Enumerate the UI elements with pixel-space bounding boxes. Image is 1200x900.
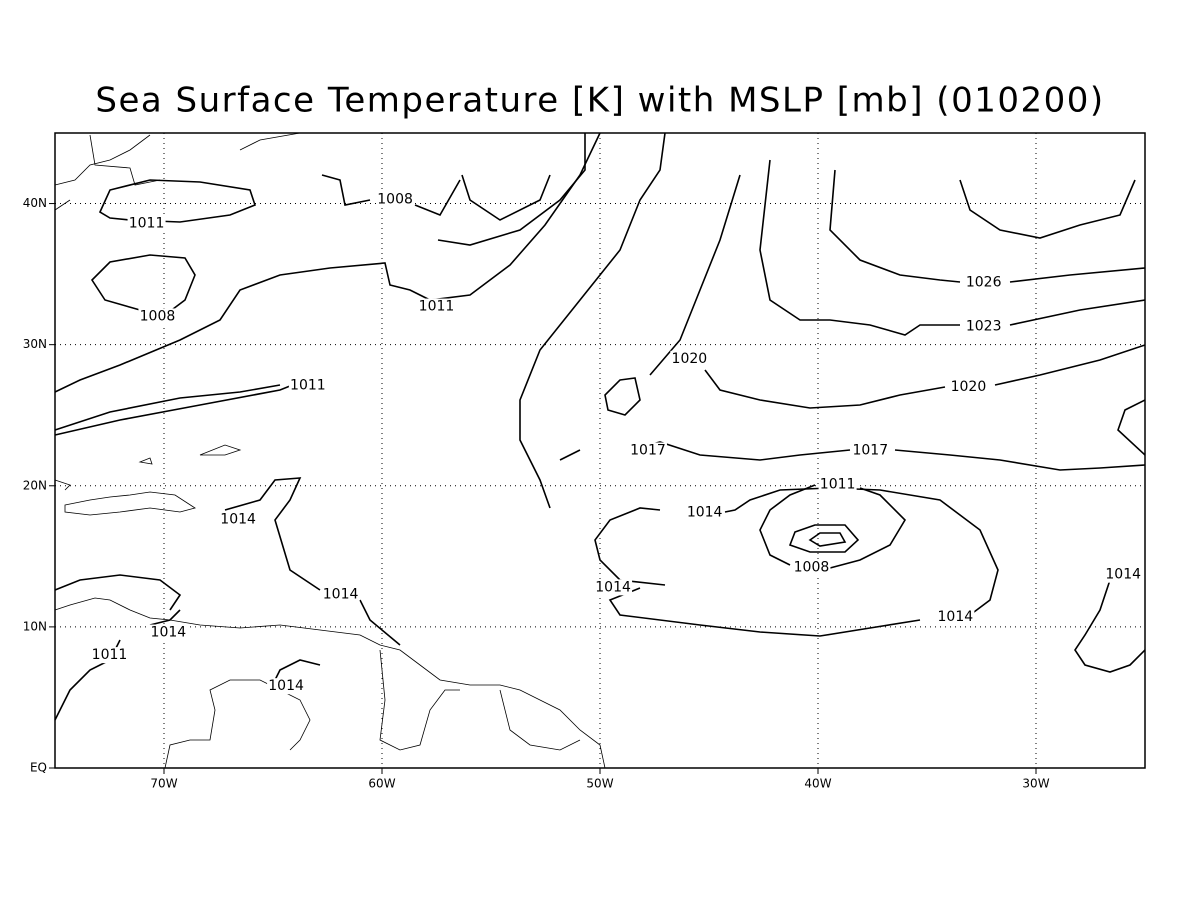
contour-label-bg	[670, 350, 709, 367]
contour-label: 1014	[220, 512, 256, 528]
isobar	[54, 381, 301, 436]
isobar	[829, 169, 1146, 283]
contour-label: 1011	[129, 215, 165, 231]
contour-label-bg	[321, 586, 360, 603]
contour-label: 1017	[630, 443, 666, 459]
contour-label-bg	[417, 298, 456, 315]
coastline	[64, 491, 196, 516]
contour-label-bg	[851, 442, 890, 459]
contour-label: 1011	[290, 378, 326, 394]
isobar	[788, 524, 860, 553]
isobars	[54, 132, 1146, 721]
y-tick-label: 30N	[23, 337, 47, 351]
isobar	[759, 484, 907, 569]
contour-label-bg	[594, 579, 633, 596]
y-tick-label: 40N	[23, 196, 47, 210]
contour-label: 1020	[672, 351, 708, 367]
contour-label: 1020	[951, 379, 987, 395]
contour-label: 1008	[377, 191, 413, 207]
contour-label: 1014	[323, 586, 359, 602]
contour-label-bg	[288, 377, 327, 394]
isobar	[98, 179, 256, 223]
contour-label-bg	[936, 609, 975, 626]
contour-label-bg	[267, 678, 306, 695]
contour-label-bg	[964, 274, 1003, 291]
y-tick-label: EQ	[30, 761, 47, 775]
contour-label-bg	[628, 442, 667, 459]
isobar	[90, 254, 196, 316]
isobar	[54, 384, 281, 431]
coastline	[54, 444, 242, 491]
contour-label: 1008	[140, 308, 176, 324]
isobar	[224, 477, 401, 646]
contour-label: 1014	[595, 579, 631, 595]
isobar	[321, 174, 461, 217]
isobar	[1074, 399, 1146, 673]
coastline	[54, 597, 606, 769]
x-tick-label: 70W	[150, 777, 177, 791]
contour-label-bg	[685, 504, 724, 521]
isobar	[808, 532, 847, 547]
contour-label: 1008	[794, 560, 830, 576]
contour-label-bg	[792, 559, 831, 576]
x-tick-label: 50W	[586, 777, 613, 791]
contour-label: 1014	[151, 625, 187, 641]
contour-label-bg	[376, 191, 415, 208]
contour-label: 1011	[419, 299, 455, 315]
contour-label: 1017	[852, 443, 888, 459]
contour-label-bg	[90, 647, 129, 664]
y-tick-label: 20N	[23, 478, 47, 492]
isobar	[649, 174, 1146, 409]
contour-label: 1014	[687, 505, 723, 521]
contour-label: 1014	[938, 609, 974, 625]
contour-label: 1011	[92, 647, 128, 663]
contour-label-bg	[127, 215, 166, 232]
contour-label: 1014	[1105, 567, 1141, 583]
contour-label-bg	[818, 476, 857, 493]
isobar	[759, 159, 1146, 336]
coastline	[54, 132, 301, 211]
isobar	[604, 377, 641, 416]
y-tick-label: 10N	[23, 619, 47, 633]
contour-label-bg	[1104, 566, 1143, 583]
coastline	[164, 649, 581, 769]
isobar	[959, 179, 1136, 239]
contour-label: 1011	[820, 476, 856, 492]
contour-label-bg	[949, 379, 988, 395]
x-tick-label: 60W	[368, 777, 395, 791]
contour-label: 1026	[966, 275, 1002, 291]
x-tick-label: 30W	[1022, 777, 1049, 791]
contour-label-bg	[149, 624, 188, 641]
map-title: Sea Surface Temperature [K] with MSLP [m…	[95, 81, 1104, 121]
isobar	[461, 174, 551, 221]
contour-label-bg	[219, 511, 258, 528]
coastlines	[54, 132, 606, 769]
isobar	[519, 132, 666, 509]
contour-label: 1014	[268, 678, 304, 694]
isobar	[54, 132, 601, 393]
contour-label: 1023	[966, 318, 1002, 334]
isobar	[437, 133, 586, 246]
contour-label-bg	[138, 308, 177, 325]
x-tick-label: 40W	[804, 777, 831, 791]
isobar	[54, 574, 182, 611]
contour-label-bg	[964, 318, 1003, 335]
